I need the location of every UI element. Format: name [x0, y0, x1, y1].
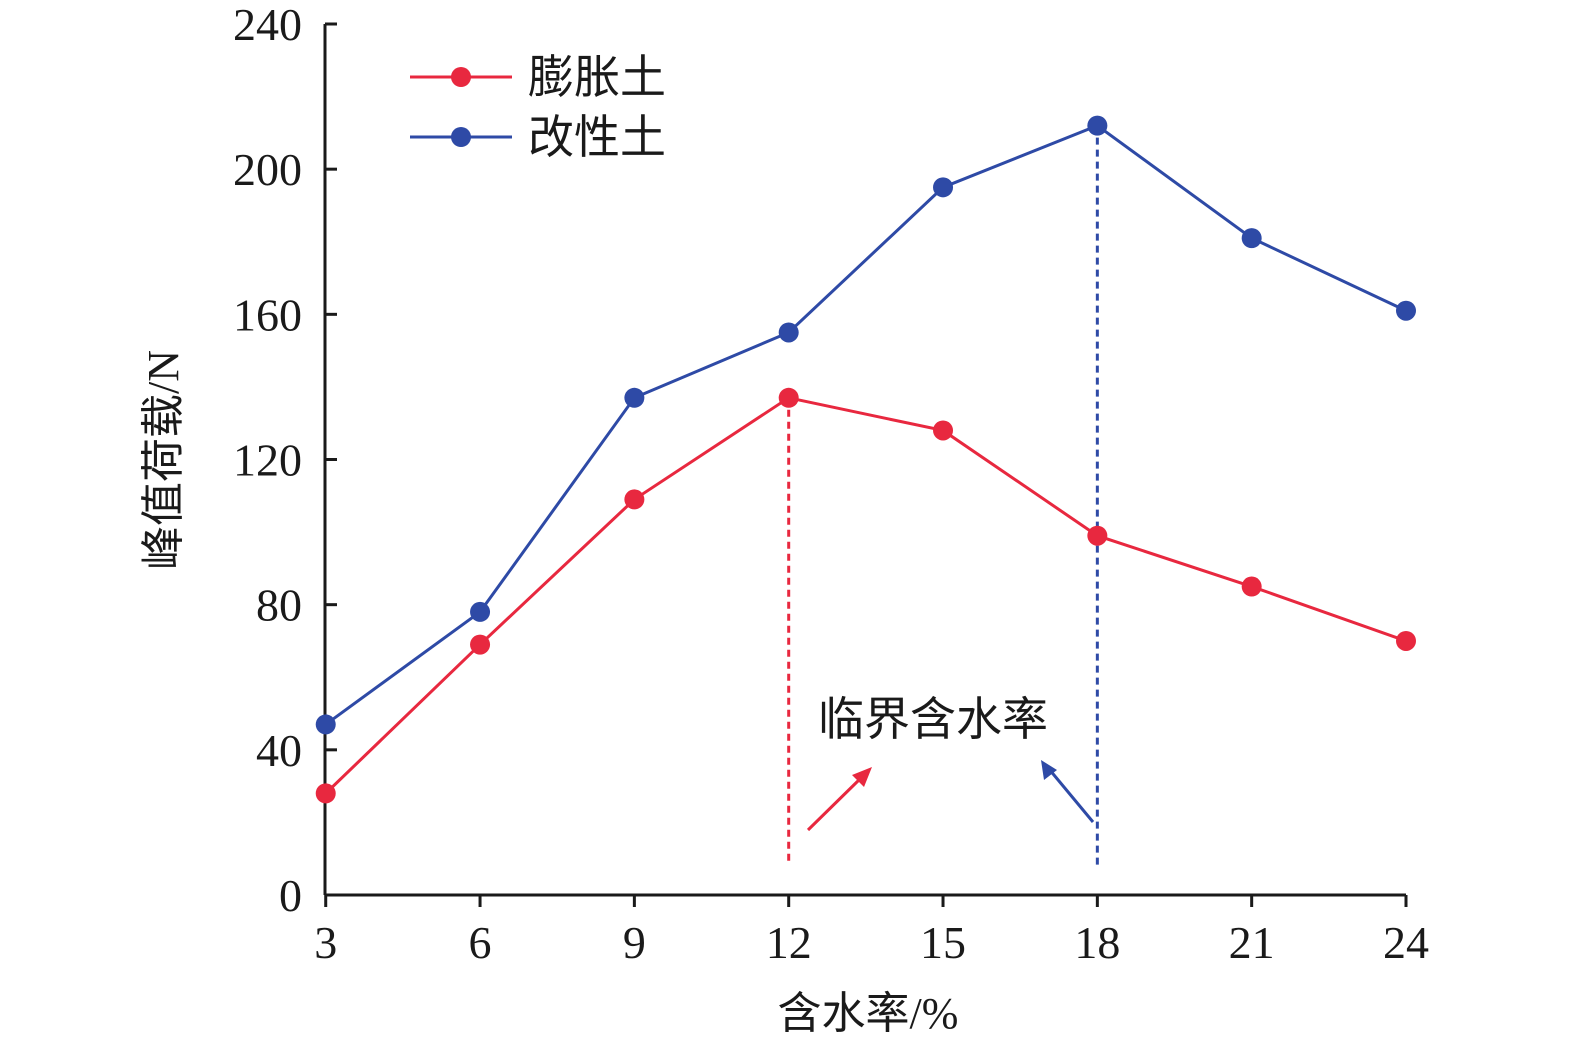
critical-lines: [787, 125, 1099, 865]
annotation-group: 临界含水率: [806, 694, 1095, 832]
y-tick-label: 120: [233, 435, 302, 486]
data-point: [1087, 115, 1108, 136]
y-tick-label: 240: [233, 0, 302, 50]
y-axis-title: 峰值荷载/N: [139, 350, 188, 570]
x-tick-label: 18: [1074, 917, 1120, 968]
annotation-text: 临界含水率: [818, 694, 1048, 745]
series-1: [315, 115, 1416, 735]
y-tick-label: 160: [233, 289, 302, 340]
data-point: [470, 601, 491, 622]
legend: 膨胀土 改性土: [410, 52, 666, 163]
data-point: [1396, 630, 1416, 651]
x-tick-label: 6: [469, 917, 492, 968]
y-tick-label: 200: [233, 144, 302, 195]
legend-item-modified-soil: 改性土: [410, 112, 666, 163]
x-tick-label: 12: [766, 917, 812, 968]
data-point: [470, 634, 491, 655]
data-point: [315, 783, 336, 804]
data-point: [1241, 576, 1262, 597]
legend-label-modified-soil: 改性土: [528, 112, 666, 163]
x-tick-label: 24: [1383, 917, 1429, 968]
data-point: [1087, 525, 1108, 546]
data-point: [624, 489, 645, 510]
data-point: [778, 387, 799, 408]
y-tick-label: 80: [256, 580, 302, 631]
y-tick-label: 40: [256, 725, 302, 776]
series-line: [324, 123, 1407, 726]
data-point: [933, 177, 954, 198]
legend-label-expansive-soil: 膨胀土: [528, 52, 666, 103]
blue-arrow: [1041, 760, 1095, 823]
data-point: [624, 387, 645, 408]
series-line: [324, 396, 1407, 795]
data-point: [315, 714, 336, 735]
axes: [323, 24, 1406, 897]
series-layer: [315, 115, 1416, 804]
data-point: [1241, 228, 1262, 249]
legend-item-expansive-soil: 膨胀土: [410, 52, 666, 103]
x-axis-title: 含水率/%: [778, 989, 959, 1038]
data-point: [778, 322, 799, 343]
data-point: [933, 420, 954, 441]
x-tick-label: 21: [1229, 917, 1275, 968]
y-tick-label: 0: [279, 870, 302, 921]
x-tick-label: 3: [314, 917, 337, 968]
series-0: [315, 387, 1416, 804]
data-point: [1396, 300, 1416, 321]
x-tick-label: 15: [920, 917, 966, 968]
x-tick-label: 9: [623, 917, 646, 968]
red-arrow: [806, 767, 872, 832]
